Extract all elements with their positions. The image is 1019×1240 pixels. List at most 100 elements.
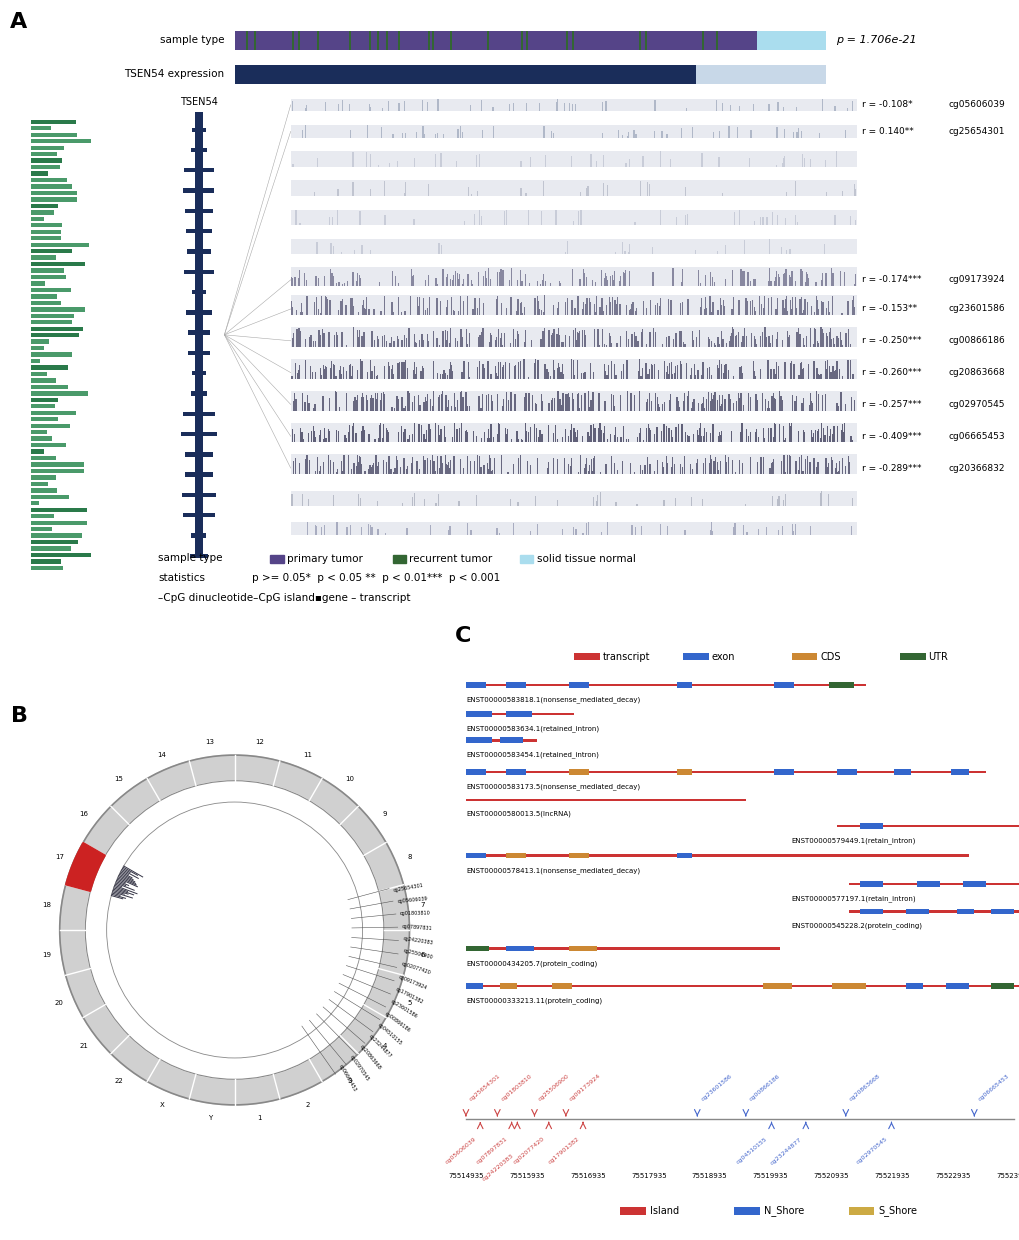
Bar [837, 407, 839, 410]
Bar [771, 335, 772, 347]
Bar [830, 296, 833, 315]
Bar [709, 273, 710, 286]
Bar [717, 436, 718, 443]
Bar [853, 308, 854, 315]
Bar [829, 432, 830, 443]
Bar [340, 374, 341, 378]
Bar [345, 407, 347, 410]
Bar [544, 374, 545, 378]
Bar [731, 309, 732, 315]
Bar [550, 401, 551, 410]
Bar [462, 131, 463, 138]
Bar [802, 370, 803, 378]
Bar [851, 300, 852, 315]
Bar [783, 156, 785, 166]
Bar [335, 392, 336, 410]
Bar [538, 31, 540, 50]
Bar [605, 464, 607, 474]
Bar [792, 531, 793, 536]
Bar [359, 31, 361, 50]
Bar [845, 332, 846, 347]
Bar [549, 284, 550, 286]
Text: 75518935: 75518935 [691, 1173, 727, 1179]
Bar [522, 440, 523, 443]
Bar [753, 371, 754, 378]
Bar [634, 31, 636, 50]
Bar [534, 298, 535, 315]
Bar [476, 155, 477, 166]
Bar [310, 366, 311, 378]
Bar [666, 527, 667, 536]
Bar [384, 367, 385, 378]
Bar [636, 31, 638, 50]
Bar [702, 438, 703, 443]
Bar [651, 366, 652, 378]
Bar [356, 401, 357, 410]
Bar [525, 424, 526, 443]
Bar [690, 31, 692, 50]
Bar [628, 131, 629, 138]
Bar [531, 340, 532, 347]
Bar [708, 367, 709, 378]
Bar [352, 298, 353, 315]
Bar [775, 498, 777, 506]
Bar [776, 102, 777, 112]
Bar [708, 463, 709, 474]
Bar [450, 407, 451, 410]
Bar [394, 31, 396, 50]
Bar [846, 108, 848, 112]
Bar [471, 193, 472, 196]
Bar [524, 274, 526, 286]
Bar [762, 458, 763, 474]
Bar [795, 525, 796, 536]
Bar [469, 407, 470, 410]
Bar [598, 393, 599, 410]
Bar [444, 436, 445, 443]
Bar [663, 402, 664, 410]
Bar [840, 392, 841, 410]
Bar [540, 394, 542, 410]
Bar [705, 31, 707, 50]
Bar [808, 31, 810, 50]
Bar [321, 31, 323, 50]
Bar [783, 129, 784, 138]
Bar [436, 455, 437, 474]
Bar [654, 305, 656, 315]
Bar [602, 155, 603, 166]
Bar [848, 329, 849, 347]
Bar [328, 455, 329, 474]
Bar [648, 370, 650, 378]
Bar [789, 300, 790, 315]
Text: Island: Island [649, 1205, 679, 1216]
Bar [431, 455, 433, 474]
Bar [629, 31, 631, 50]
Bar [577, 394, 578, 410]
Bar [401, 31, 404, 50]
Bar [414, 341, 415, 347]
Bar [850, 526, 851, 536]
Bar [369, 526, 371, 536]
Bar [665, 471, 666, 474]
Bar [274, 31, 276, 50]
Bar [393, 408, 395, 410]
Bar [775, 128, 776, 138]
Bar [742, 340, 743, 347]
Bar [31, 358, 40, 363]
Bar [526, 438, 527, 443]
Bar [378, 281, 380, 286]
Bar [268, 31, 270, 50]
Bar [851, 440, 852, 443]
Bar [675, 427, 676, 443]
Bar [290, 239, 856, 254]
Bar [483, 368, 484, 378]
Bar [638, 360, 640, 378]
Text: TSEN54: TSEN54 [179, 97, 218, 107]
Bar [517, 502, 518, 506]
Bar [327, 429, 328, 443]
Text: 75522935: 75522935 [934, 1173, 970, 1179]
Bar [802, 339, 803, 347]
Bar [779, 31, 781, 50]
Bar [763, 327, 765, 347]
Bar [638, 391, 640, 410]
Bar [584, 393, 585, 410]
